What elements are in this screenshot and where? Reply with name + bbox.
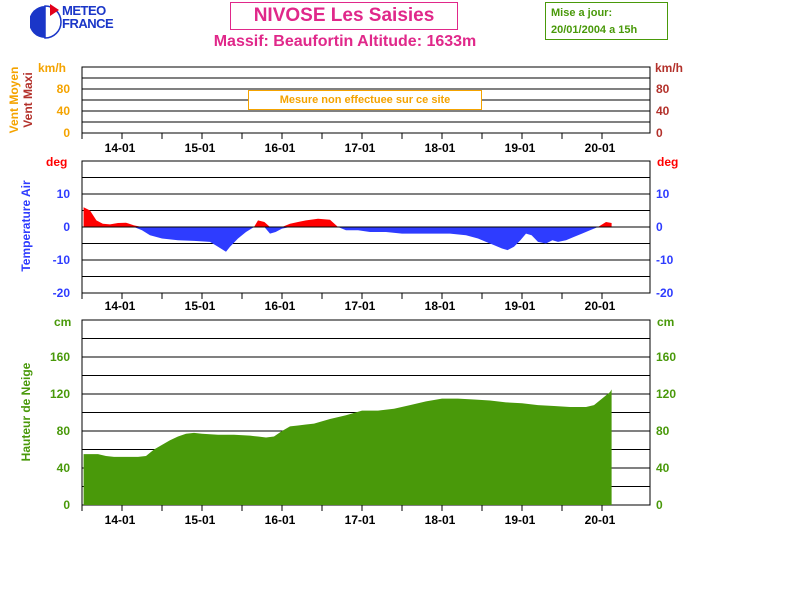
snow-x-tick-label: 20-01 [585,513,616,527]
wind-x-tick-label: 17-01 [345,141,376,155]
snow-x-tick-label: 16-01 [265,513,296,527]
snow-y-tick-label-right: 0 [656,498,663,512]
temp-ylabel: Temperature Air [19,180,33,272]
snow-x-tick-label: 15-01 [185,513,216,527]
temp-x-tick-label: 16-01 [265,299,296,313]
wind-x-tick-label: 20-01 [585,141,616,155]
snow-x-tick-label: 14-01 [105,513,136,527]
snow-y-tick-label: 120 [50,387,70,401]
temp-y-tick-label-right: -10 [656,253,674,267]
temp-y-tick-label: -20 [53,286,71,300]
temp-y-tick-label-right: -20 [656,286,674,300]
logo-line-1: METEO [62,3,106,18]
temp-x-tick-label: 19-01 [505,299,536,313]
snow-ylabel: Hauteur de Neige [19,362,33,461]
temp-y-tick-label: -10 [53,253,71,267]
wind-x-tick-label: 19-01 [505,141,536,155]
temp-y-tick-label-right: 0 [656,220,663,234]
wind-notice: Mesure non effectuee sur ce site [248,90,482,110]
temp-y-tick-label-right: 10 [656,187,670,201]
snow-y-tick-label: 80 [57,424,71,438]
meteo-france-logo [30,4,62,40]
temp-x-tick-label: 18-01 [425,299,456,313]
wind-y-tick-label: 40 [57,104,71,118]
snow-x-tick-label: 17-01 [345,513,376,527]
wind-x-tick-label: 16-01 [265,141,296,155]
snow-x-tick-label: 18-01 [425,513,456,527]
temp-x-tick-label: 17-01 [345,299,376,313]
temp-y-tick-label: 10 [57,187,71,201]
wind-y-tick-label-right: 0 [656,126,663,140]
temp-x-tick-label: 15-01 [185,299,216,313]
wind-y-tick-label-right: 40 [656,104,670,118]
logo-line-2: FRANCE [62,16,114,31]
temp-x-tick-label: 20-01 [585,299,616,313]
temp-unit-right: deg [657,155,678,169]
temp-unit-left: deg [46,155,67,169]
update-box: Mise a jour: 20/01/2004 a 15h [545,2,668,40]
snow-y-tick-label-right: 40 [656,461,670,475]
wind-x-tick-label: 18-01 [425,141,456,155]
snow-depth-area [83,389,612,505]
temp-y-tick-label: 0 [63,220,70,234]
wind-y-tick-label: 80 [57,82,71,96]
page-title: NIVOSE Les Saisies [230,2,458,30]
page-subtitle: Massif: Beaufortin Altitude: 1633m [213,33,477,50]
wind-x-tick-label: 14-01 [105,141,136,155]
wind-y-tick-label-right: 80 [656,82,670,96]
wind-unit-left: km/h [38,61,66,75]
snow-y-tick-label: 40 [57,461,71,475]
logo-text: METEO FRANCE [62,3,114,31]
snow-y-tick-label-right: 80 [656,424,670,438]
snow-y-tick-label: 0 [63,498,70,512]
temp-x-tick-label: 14-01 [105,299,136,313]
wind-unit-right: km/h [655,61,683,75]
snow-unit-right: cm [657,315,674,329]
snow-y-tick-label: 160 [50,350,70,364]
snow-unit-left: cm [54,315,71,329]
wind-ylabel-max: Vent Maxi [21,72,35,127]
snow-y-tick-label-right: 160 [656,350,676,364]
update-label: Mise a jour: [551,7,613,19]
snow-x-tick-label: 19-01 [505,513,536,527]
snow-y-tick-label-right: 120 [656,387,676,401]
wind-y-tick-label: 0 [63,126,70,140]
wind-ylabel-mean: Vent Moyen [7,67,21,134]
wind-x-tick-label: 15-01 [185,141,216,155]
update-value: 20/01/2004 a 15h [551,24,638,36]
temp-negative-area [83,227,612,252]
